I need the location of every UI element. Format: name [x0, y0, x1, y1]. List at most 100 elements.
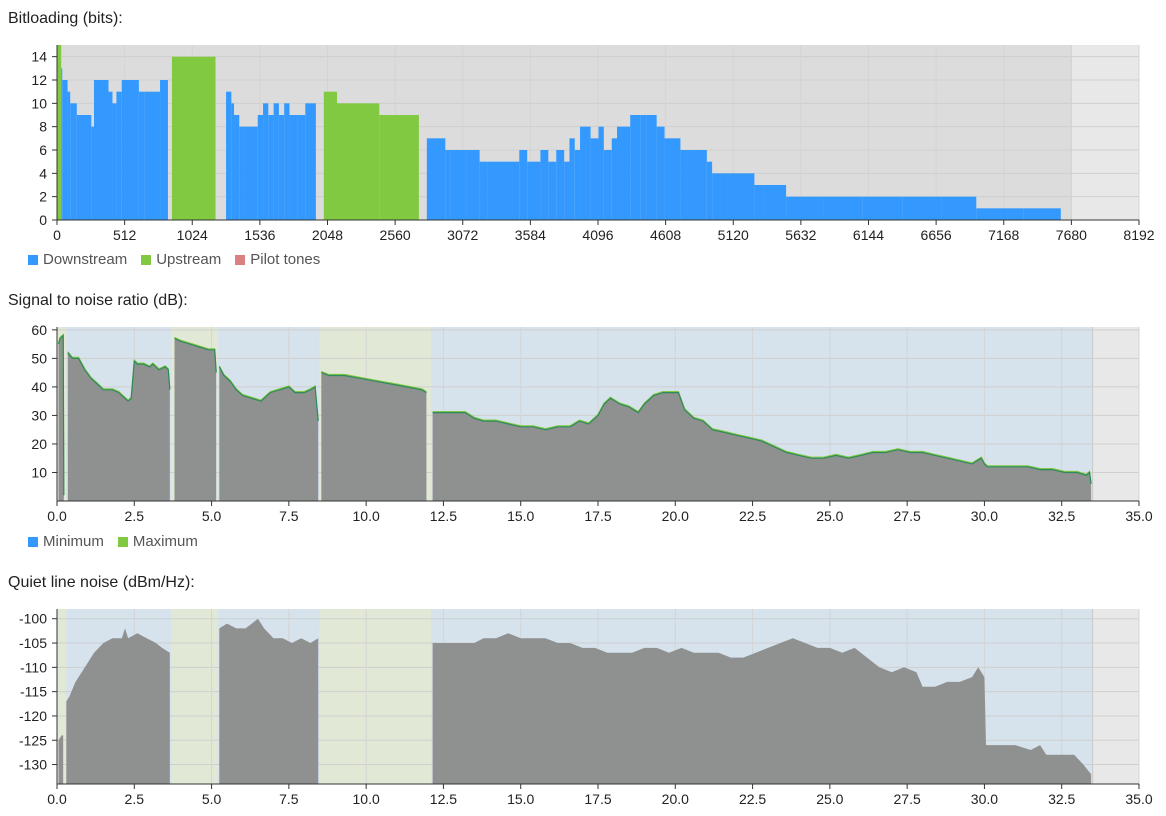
- bar-downstream: [823, 196, 863, 220]
- legend-maximum-label: Maximum: [132, 533, 198, 550]
- bar-downstream: [976, 208, 990, 220]
- legend-minimum[interactable]: Minimum: [28, 533, 104, 550]
- bitloading-title: Bitloading (bits):: [8, 10, 123, 27]
- bar-downstream: [640, 115, 647, 220]
- bitloading-legend: Downstream Upstream Pilot tones: [28, 251, 320, 268]
- bar-downstream: [656, 126, 665, 220]
- bar-downstream: [603, 150, 612, 220]
- x-tick-label: 32.5: [1048, 791, 1075, 807]
- x-tick-label: 25.0: [816, 508, 843, 524]
- x-tick-label: 27.5: [894, 791, 921, 807]
- x-tick-label: 2560: [380, 227, 411, 243]
- legend-pilot-label: Pilot tones: [250, 251, 321, 268]
- bar-downstream: [690, 150, 707, 220]
- x-tick-label: 0: [53, 227, 61, 243]
- x-tick-label: 2048: [312, 227, 343, 243]
- bar-downstream: [712, 173, 728, 220]
- y-tick-label: 10: [31, 95, 47, 111]
- minimum-line: [67, 352, 171, 403]
- minimum-line: [57, 334, 65, 496]
- qln-title: Quiet line noise (dBm/Hz):: [8, 574, 195, 591]
- y-tick-label: 30: [31, 407, 47, 423]
- y-tick-label: 60: [31, 322, 47, 338]
- upstream-band: [319, 609, 432, 784]
- x-tick-label: 1024: [177, 227, 208, 243]
- minimum-line: [174, 337, 217, 373]
- bar-downstream: [116, 91, 122, 220]
- x-tick-label: 5.0: [202, 791, 222, 807]
- bar-downstream: [138, 91, 145, 220]
- bar-downstream: [611, 138, 618, 220]
- bar-downstream: [727, 173, 755, 220]
- bar-downstream: [989, 208, 1008, 220]
- bar-downstream: [244, 126, 258, 220]
- bar-downstream: [862, 196, 903, 220]
- bar-downstream: [556, 150, 565, 220]
- x-tick-label: 10.0: [353, 508, 380, 524]
- maximum-line: [432, 391, 1092, 483]
- y-tick-label: 4: [39, 165, 47, 181]
- x-tick-label: 15.0: [507, 508, 534, 524]
- y-tick-label: 0: [39, 212, 47, 228]
- bar-downstream: [130, 80, 139, 220]
- bar-downstream: [233, 115, 240, 220]
- maximum-swatch: [117, 536, 128, 547]
- x-tick-label: 20.0: [662, 508, 689, 524]
- y-tick-label: -105: [19, 635, 47, 651]
- bar-downstream: [297, 115, 306, 220]
- x-tick-label: 4096: [582, 227, 613, 243]
- bar-downstream: [1007, 208, 1024, 220]
- bar-downstream: [574, 150, 581, 220]
- x-tick-label: 4608: [650, 227, 681, 243]
- bar-downstream: [540, 150, 549, 220]
- legend-pilot-tones[interactable]: Pilot tones: [235, 251, 320, 268]
- bar-downstream: [519, 150, 528, 220]
- y-tick-label: 6: [39, 142, 47, 158]
- x-tick-label: 12.5: [430, 508, 457, 524]
- area-segment: [67, 352, 170, 501]
- bar-downstream: [680, 150, 691, 220]
- qln-chart: 0.0 2.5 5.0 7.5 10.0 12.5 15.0 17.5 20.0 22.5 25.0…: [19, 609, 1153, 807]
- bar-downstream: [121, 80, 131, 220]
- bar-downstream: [93, 80, 109, 220]
- bar-downstream: [91, 126, 94, 220]
- x-tick-label: 30.0: [971, 791, 998, 807]
- bar-upstream: [171, 56, 216, 221]
- bar-upstream: [323, 91, 338, 220]
- area-segment: [66, 628, 170, 784]
- bar-downstream: [479, 161, 488, 220]
- bar-downstream: [278, 115, 285, 220]
- x-tick-label: 17.5: [584, 791, 611, 807]
- x-tick-label: 35.0: [1125, 508, 1152, 524]
- x-tick-label: 7.5: [279, 508, 299, 524]
- maximum-line: [321, 371, 427, 393]
- bitloading-chart: 0 512 1024 1536 2048 2560 3072 3584 4096 4608 5120…: [31, 45, 1155, 243]
- x-tick-label: 30.0: [971, 508, 998, 524]
- x-tick-label: 7.5: [279, 791, 299, 807]
- legend-downstream[interactable]: Downstream: [28, 251, 127, 268]
- x-tick-label: 17.5: [584, 508, 611, 524]
- bar-downstream: [268, 115, 274, 220]
- legend-upstream[interactable]: Upstream: [141, 251, 221, 268]
- bar-downstream: [941, 196, 977, 220]
- bar-downstream: [754, 185, 765, 220]
- legend-maximum[interactable]: Maximum: [117, 533, 198, 550]
- area-segment: [58, 735, 64, 784]
- x-tick-label: 8192: [1123, 227, 1154, 243]
- x-tick-label: 22.5: [739, 508, 766, 524]
- y-tick-label: -110: [20, 659, 47, 675]
- bar-downstream: [630, 115, 641, 220]
- upstream-band: [171, 609, 218, 784]
- bar-upstream: [379, 115, 419, 220]
- y-tick-label: -120: [19, 708, 47, 724]
- snr-legend: Minimum Maximum: [28, 533, 198, 550]
- downstream-swatch: [28, 254, 38, 265]
- bar-downstream: [590, 138, 599, 220]
- x-tick-label: 12.5: [430, 791, 457, 807]
- y-tick-label: 50: [31, 350, 47, 366]
- x-tick-label: 15.0: [507, 791, 534, 807]
- bar-upstream: [57, 45, 62, 220]
- snr-title: Signal to noise ratio (dB):: [8, 292, 188, 309]
- x-tick-label: 7168: [988, 227, 1019, 243]
- bar-downstream: [564, 161, 570, 220]
